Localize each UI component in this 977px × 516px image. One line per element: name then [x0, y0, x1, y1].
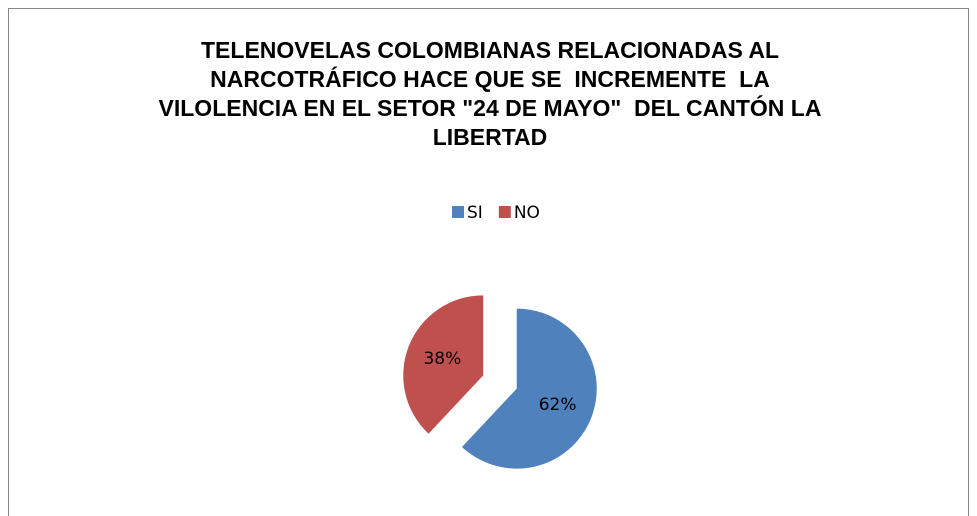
pie-slice [403, 295, 484, 434]
data-label: 62% [539, 395, 577, 415]
legend-label: SI [467, 203, 483, 223]
legend-swatch [452, 206, 464, 218]
legend-swatch [498, 206, 511, 218]
pie-slice [461, 308, 597, 469]
data-label: 38% [423, 349, 461, 369]
legend-label: NO [514, 203, 540, 223]
chart-title: TELENOVELAS COLOMBIANAS RELACIONADAS AL … [158, 37, 828, 150]
